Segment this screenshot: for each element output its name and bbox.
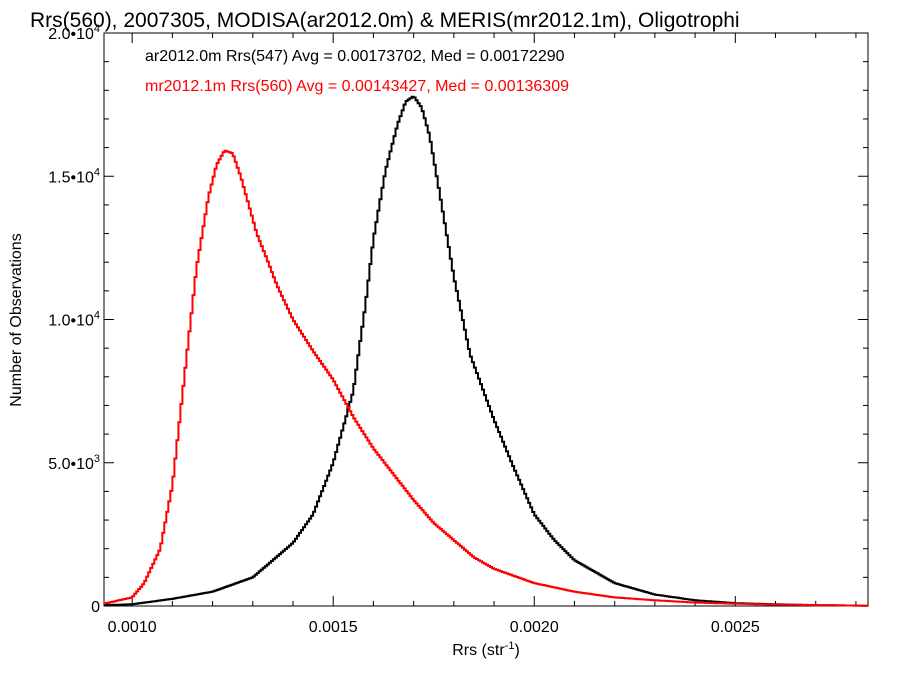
series-mr2012-line (104, 149, 868, 607)
y-axis-label: Number of Observations (8, 233, 25, 406)
series-ar2012-line (104, 95, 868, 607)
x-axis: 0.0010 0.0015 0.0020 0.0025 (108, 33, 857, 636)
x-tick-label: 0.0015 (309, 619, 358, 636)
x-tick-label: 0.0025 (711, 619, 760, 636)
y-axis: 0 5.0•103 1.0•104 1.5•104 2.0•104 (48, 23, 868, 616)
y-tick-label: 1.5•104 (48, 166, 100, 186)
y-tick-label: 5.0•103 (48, 453, 100, 473)
x-tick-label: 0.0020 (510, 619, 559, 636)
chart-title: Rrs(560), 2007305, MODISA(ar2012.0m) & M… (30, 9, 740, 32)
series-group (104, 95, 868, 607)
y-tick-label: 1.0•104 (48, 310, 100, 330)
y-tick-label: 2.0•104 (48, 23, 100, 43)
x-tick-label: 0.0010 (108, 619, 157, 636)
legend: ar2012.0m Rrs(547) Avg = 0.00173702, Med… (145, 48, 569, 95)
legend-entry-red: mr2012.1m Rrs(560) Avg = 0.00143427, Med… (145, 78, 569, 95)
legend-entry-black: ar2012.0m Rrs(547) Avg = 0.00173702, Med… (145, 48, 565, 65)
x-axis-label: Rrs (str-1) (452, 640, 520, 659)
y-tick-label: 0 (91, 599, 100, 616)
